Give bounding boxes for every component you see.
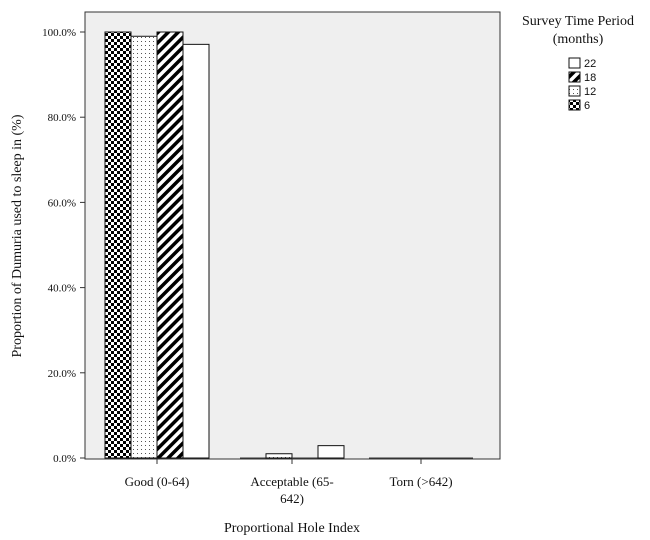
x-tick-label: Good (0-64) [125,474,190,489]
x-axis: Good (0-64) Acceptable (65- 642) Torn (>642… [125,459,453,506]
bar-series-18-0 [156,31,184,459]
y-tick-label: 20.0% [48,368,76,380]
legend: Survey Time Period (months) 22 18 12 6 [522,14,634,112]
bar-series-12-1 [265,453,293,459]
legend-title: Survey Time Period [522,14,634,29]
bar-series-12-0 [130,35,158,459]
y-tick-label: 80.0% [48,112,76,124]
x-axis-title: Proportional Hole Index [224,521,360,536]
legend-label-12: 12 [584,86,596,98]
legend-swatch-6 [568,99,581,111]
x-tick-label: 642) [280,491,304,506]
y-tick-label: 0.0% [53,453,76,465]
legend-swatch-22 [568,57,581,69]
legend-swatch-12 [568,85,581,97]
legend-swatch-18 [568,71,581,83]
legend-label-18: 18 [584,72,596,84]
legend-title: (months) [553,32,604,47]
legend-label-6: 6 [584,100,590,112]
y-tick-label: 100.0% [42,27,76,39]
bar-series-22-1 [317,445,345,459]
x-tick-label: Acceptable (65- [250,474,333,489]
legend-label-22: 22 [584,58,596,70]
y-tick-label: 40.0% [48,283,76,295]
y-axis-title: Proportion of Dumuria used to sleep in (… [10,114,25,357]
bar-series-6-0 [104,31,132,459]
bar-group [104,31,473,459]
y-tick-label: 60.0% [48,197,76,209]
x-tick-label: Torn (>642) [389,474,452,489]
y-axis: 0.0% 20.0% 40.0% 60.0% 80.0% 100.0% [42,27,85,465]
bar-series-22-0 [182,43,210,459]
